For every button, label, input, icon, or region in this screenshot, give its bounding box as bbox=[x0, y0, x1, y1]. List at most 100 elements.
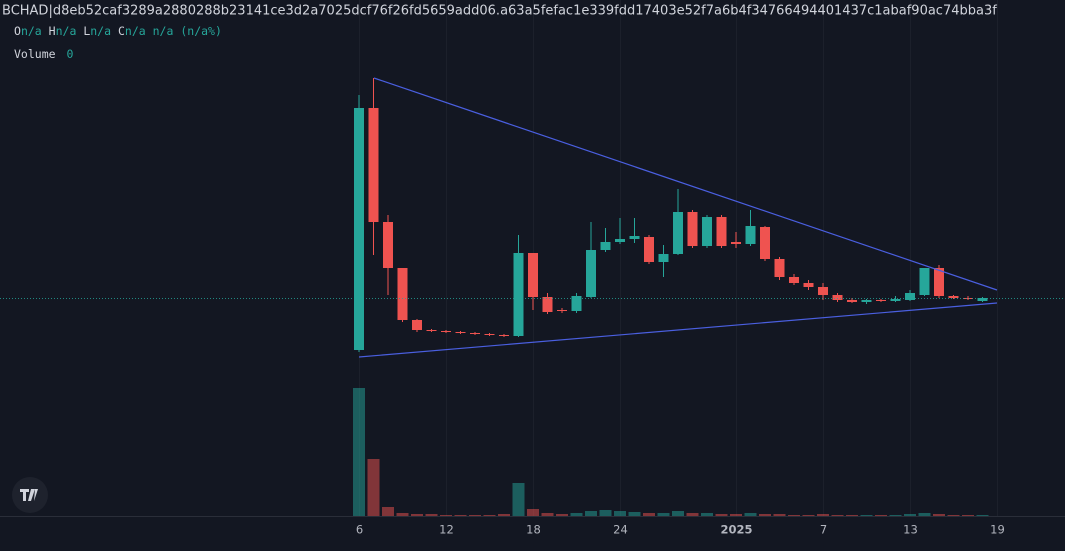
candle-body bbox=[513, 253, 524, 336]
legend-o: O bbox=[14, 24, 21, 38]
candle-body bbox=[426, 330, 437, 331]
candle-body bbox=[629, 236, 640, 239]
candle-body bbox=[397, 268, 408, 320]
candle-body bbox=[919, 268, 930, 295]
volume-bar bbox=[483, 515, 496, 516]
x-tick-label: 24 bbox=[613, 523, 628, 537]
candle-body bbox=[383, 222, 393, 268]
candle-body bbox=[847, 300, 857, 302]
candle-body bbox=[600, 242, 611, 250]
candle-body bbox=[948, 296, 959, 298]
candle-body bbox=[528, 253, 538, 297]
volume-bar bbox=[904, 514, 916, 516]
volume-bar bbox=[643, 513, 655, 516]
volume-bar bbox=[875, 515, 887, 516]
candle-body bbox=[876, 300, 886, 301]
trend-line-lower bbox=[358, 302, 998, 358]
volume-bar bbox=[744, 513, 757, 516]
volume-bar bbox=[672, 511, 684, 516]
candle-body bbox=[354, 108, 364, 350]
candle-body bbox=[470, 333, 480, 334]
x-tick-label: 18 bbox=[526, 523, 541, 537]
candle-body bbox=[745, 226, 756, 244]
candle-body bbox=[644, 237, 654, 262]
candles bbox=[354, 78, 988, 352]
candle-body bbox=[455, 332, 466, 333]
candle-body bbox=[586, 250, 596, 297]
candle-body bbox=[977, 298, 988, 301]
volume-bar bbox=[759, 514, 771, 516]
volume-bar bbox=[367, 459, 380, 516]
volume-bar bbox=[773, 514, 786, 516]
candle-body bbox=[774, 259, 785, 277]
legend-change: n/a bbox=[153, 24, 174, 38]
candle-body bbox=[412, 320, 422, 330]
volume-legend: Volume 0 bbox=[14, 47, 73, 61]
legend-c: C bbox=[118, 24, 125, 38]
tv-logo[interactable] bbox=[12, 477, 48, 513]
candle-body bbox=[803, 283, 814, 287]
candle-body bbox=[441, 331, 451, 332]
candle-body bbox=[818, 287, 828, 295]
x-tick-label: 13 bbox=[903, 523, 918, 537]
legend-h: H bbox=[49, 24, 56, 38]
candle-body bbox=[673, 212, 683, 254]
volume-bar bbox=[817, 514, 829, 516]
ohlc-legend: On/a Hn/a Ln/a Cn/a n/a (n/a%) bbox=[14, 24, 222, 38]
legend-o-value: n/a bbox=[21, 24, 42, 38]
volume-bar bbox=[570, 513, 583, 516]
candle-body bbox=[789, 277, 799, 283]
volume-bar bbox=[599, 510, 612, 516]
volume-bar bbox=[802, 515, 815, 516]
x-tick-label: 7 bbox=[820, 523, 827, 537]
volume-bar bbox=[889, 515, 902, 516]
candle-body bbox=[571, 296, 582, 311]
volume-bar bbox=[860, 515, 873, 516]
volume-bar bbox=[614, 511, 626, 516]
legend-change-pct: (n/a%) bbox=[180, 24, 222, 38]
candle-body bbox=[687, 212, 698, 246]
volume-bar bbox=[701, 513, 713, 516]
volume-bar bbox=[411, 514, 423, 516]
candle-body bbox=[499, 335, 509, 336]
logo-glyph[interactable] bbox=[20, 489, 38, 501]
candle-body bbox=[861, 300, 872, 302]
candle-body bbox=[542, 297, 553, 312]
volume-bar bbox=[512, 483, 525, 516]
candle-body bbox=[702, 217, 712, 246]
volume-bar bbox=[527, 509, 539, 516]
volume-bar bbox=[976, 515, 989, 516]
volume-bar bbox=[947, 515, 960, 516]
volume-bar bbox=[686, 513, 699, 516]
legend-c-value: n/a bbox=[125, 24, 146, 38]
x-tick-label: 12 bbox=[439, 523, 454, 537]
volume-bar bbox=[498, 514, 510, 516]
legend-h-value: n/a bbox=[56, 24, 77, 38]
volume-bar bbox=[469, 515, 481, 516]
volume-bar bbox=[628, 512, 641, 516]
volume-bar bbox=[585, 511, 597, 516]
x-tick-label: 6 bbox=[356, 523, 363, 537]
candle-body bbox=[760, 227, 770, 259]
volume-pane bbox=[353, 388, 989, 516]
volume-bar bbox=[730, 514, 742, 516]
x-tick-label: 19 bbox=[990, 523, 1005, 537]
trend-line-upper bbox=[373, 77, 998, 291]
volume-bar bbox=[657, 513, 670, 516]
volume-bar bbox=[454, 515, 467, 516]
candle-body bbox=[905, 293, 915, 300]
symbol-title: BCHAD|d8eb52caf3289a2880288b23141ce3d2a7… bbox=[2, 4, 997, 19]
candle-body bbox=[615, 239, 625, 242]
candle-body bbox=[934, 268, 944, 296]
candle-body bbox=[716, 217, 727, 246]
volume-bar bbox=[846, 515, 858, 516]
candle-body bbox=[658, 254, 669, 262]
candle-body bbox=[484, 334, 495, 335]
volume-bar bbox=[541, 513, 554, 516]
volume-label: Volume bbox=[14, 47, 56, 61]
volume-bar bbox=[962, 515, 974, 516]
x-tick-label: 2025 bbox=[720, 523, 752, 537]
volume-bar bbox=[382, 507, 394, 516]
legend-l: L bbox=[83, 24, 90, 38]
